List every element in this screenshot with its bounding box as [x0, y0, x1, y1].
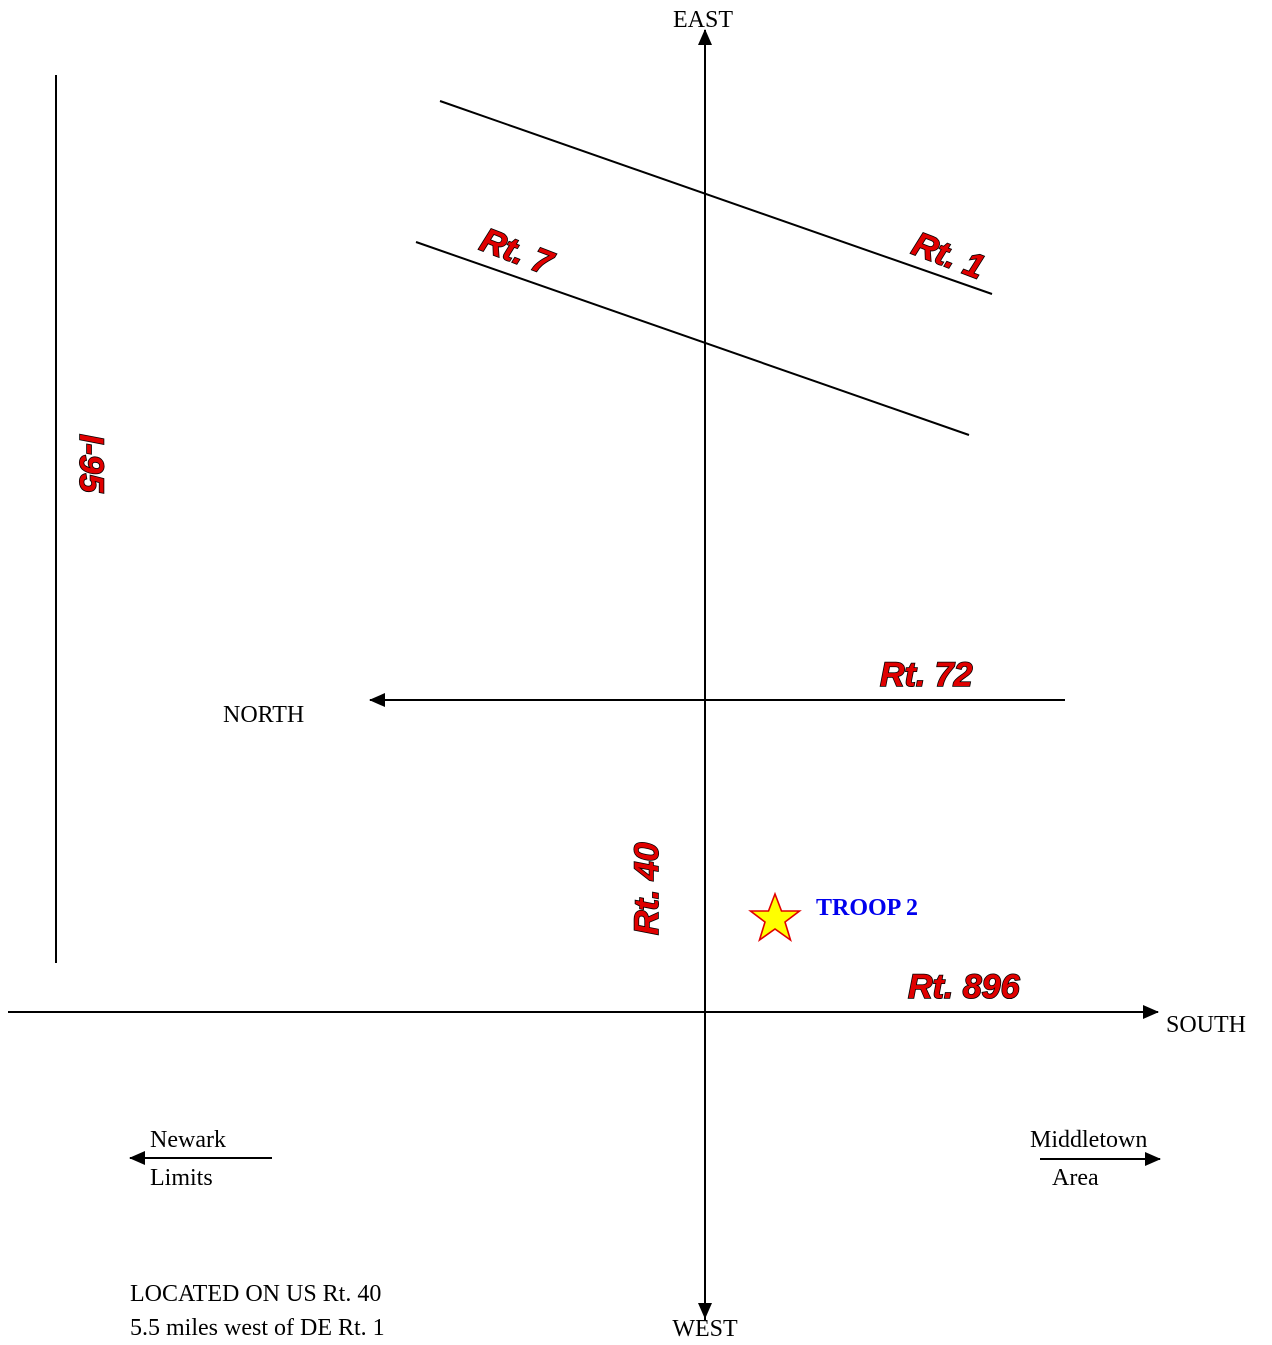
location-note-line1: LOCATED ON US Rt. 40 — [130, 1281, 381, 1307]
west-label: WEST — [672, 1316, 738, 1342]
middletown-label: Middletown — [1030, 1127, 1147, 1153]
newark-label: Newark — [150, 1127, 226, 1153]
rt7-label: Rt. 7 — [475, 221, 559, 284]
east-label: EAST — [673, 7, 733, 33]
north-label: NORTH — [223, 702, 304, 728]
star-icon — [748, 891, 802, 943]
rt7-road-line — [415, 241, 970, 436]
middletown-area-label: Area — [1052, 1165, 1099, 1191]
troop-marker-label: TROOP 2 — [816, 895, 918, 921]
rt40-label: Rt. 40 — [628, 842, 666, 935]
rt896-label: Rt. 896 — [908, 968, 1021, 1006]
i95-label: I-95 — [72, 434, 110, 494]
south-label: SOUTH — [1166, 1012, 1246, 1038]
rt1-label: Rt. 1 — [907, 225, 989, 287]
rt72-label: Rt. 72 — [880, 656, 973, 694]
location-note-line2: 5.5 miles west of DE Rt. 1 — [130, 1315, 385, 1341]
newark-limits-label: Limits — [150, 1165, 213, 1191]
rt1-road-line — [439, 100, 993, 295]
